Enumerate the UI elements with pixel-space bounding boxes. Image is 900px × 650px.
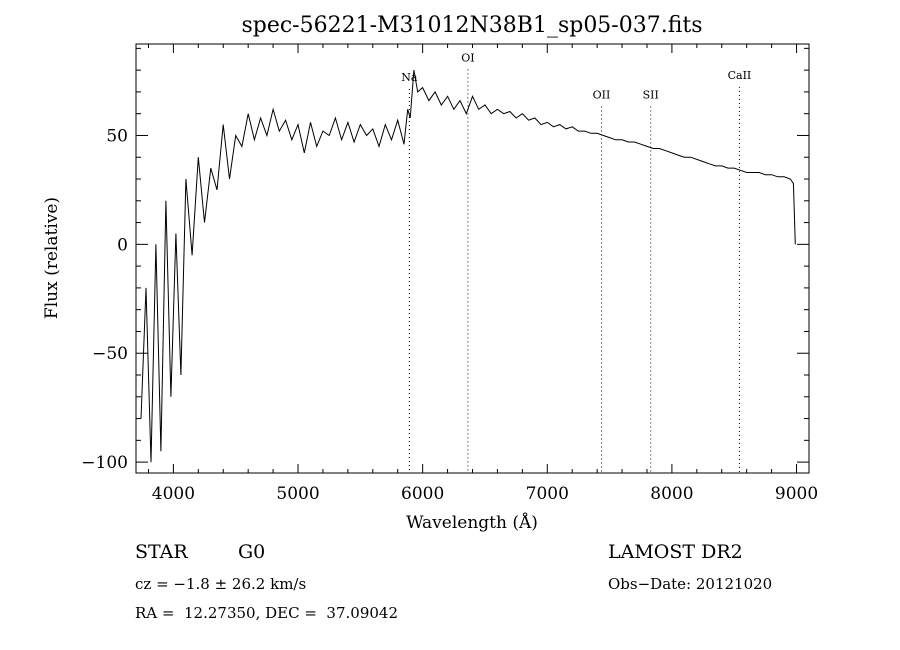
y-axis-label: Flux (relative) xyxy=(42,197,62,319)
line-marker-label: OI xyxy=(461,51,474,64)
chart-title: spec-56221-M31012N38B1_sp05-037.fits xyxy=(241,13,702,38)
y-tick-label: 0 xyxy=(117,235,128,255)
plot-frame xyxy=(135,43,810,474)
y-tick-label: −50 xyxy=(92,344,128,364)
spectral-subclass: G0 xyxy=(238,541,266,563)
obs-date: Obs−Date: 20121020 xyxy=(608,575,773,593)
line-marker-label: CaII xyxy=(728,69,752,82)
line-marker-label: SII xyxy=(643,88,659,101)
y-tick-label: 50 xyxy=(106,126,128,146)
x-tick-label: 8000 xyxy=(650,484,693,504)
y-tick-label: −100 xyxy=(81,453,128,473)
x-tick-label: 4000 xyxy=(152,484,195,504)
x-tick-label: 9000 xyxy=(775,484,818,504)
coordinates: RA = 12.27350, DEC = 37.09042 xyxy=(135,604,399,622)
spectrum-line xyxy=(140,70,796,463)
velocity-readout: cz = −1.8 ± 26.2 km/s xyxy=(135,575,307,593)
line-marker-label: OII xyxy=(593,88,611,101)
survey-name: LAMOST DR2 xyxy=(608,541,743,563)
x-tick-label: 7000 xyxy=(526,484,569,504)
axis-ticks: 4000 5000 6000 7000 8000 9000 −100 −50 0 50 xyxy=(81,44,818,504)
x-tick-label: 6000 xyxy=(401,484,444,504)
x-axis-label: Wavelength (Å) xyxy=(406,512,538,533)
object-type: STAR xyxy=(135,541,188,563)
x-tick-label: 5000 xyxy=(276,484,319,504)
